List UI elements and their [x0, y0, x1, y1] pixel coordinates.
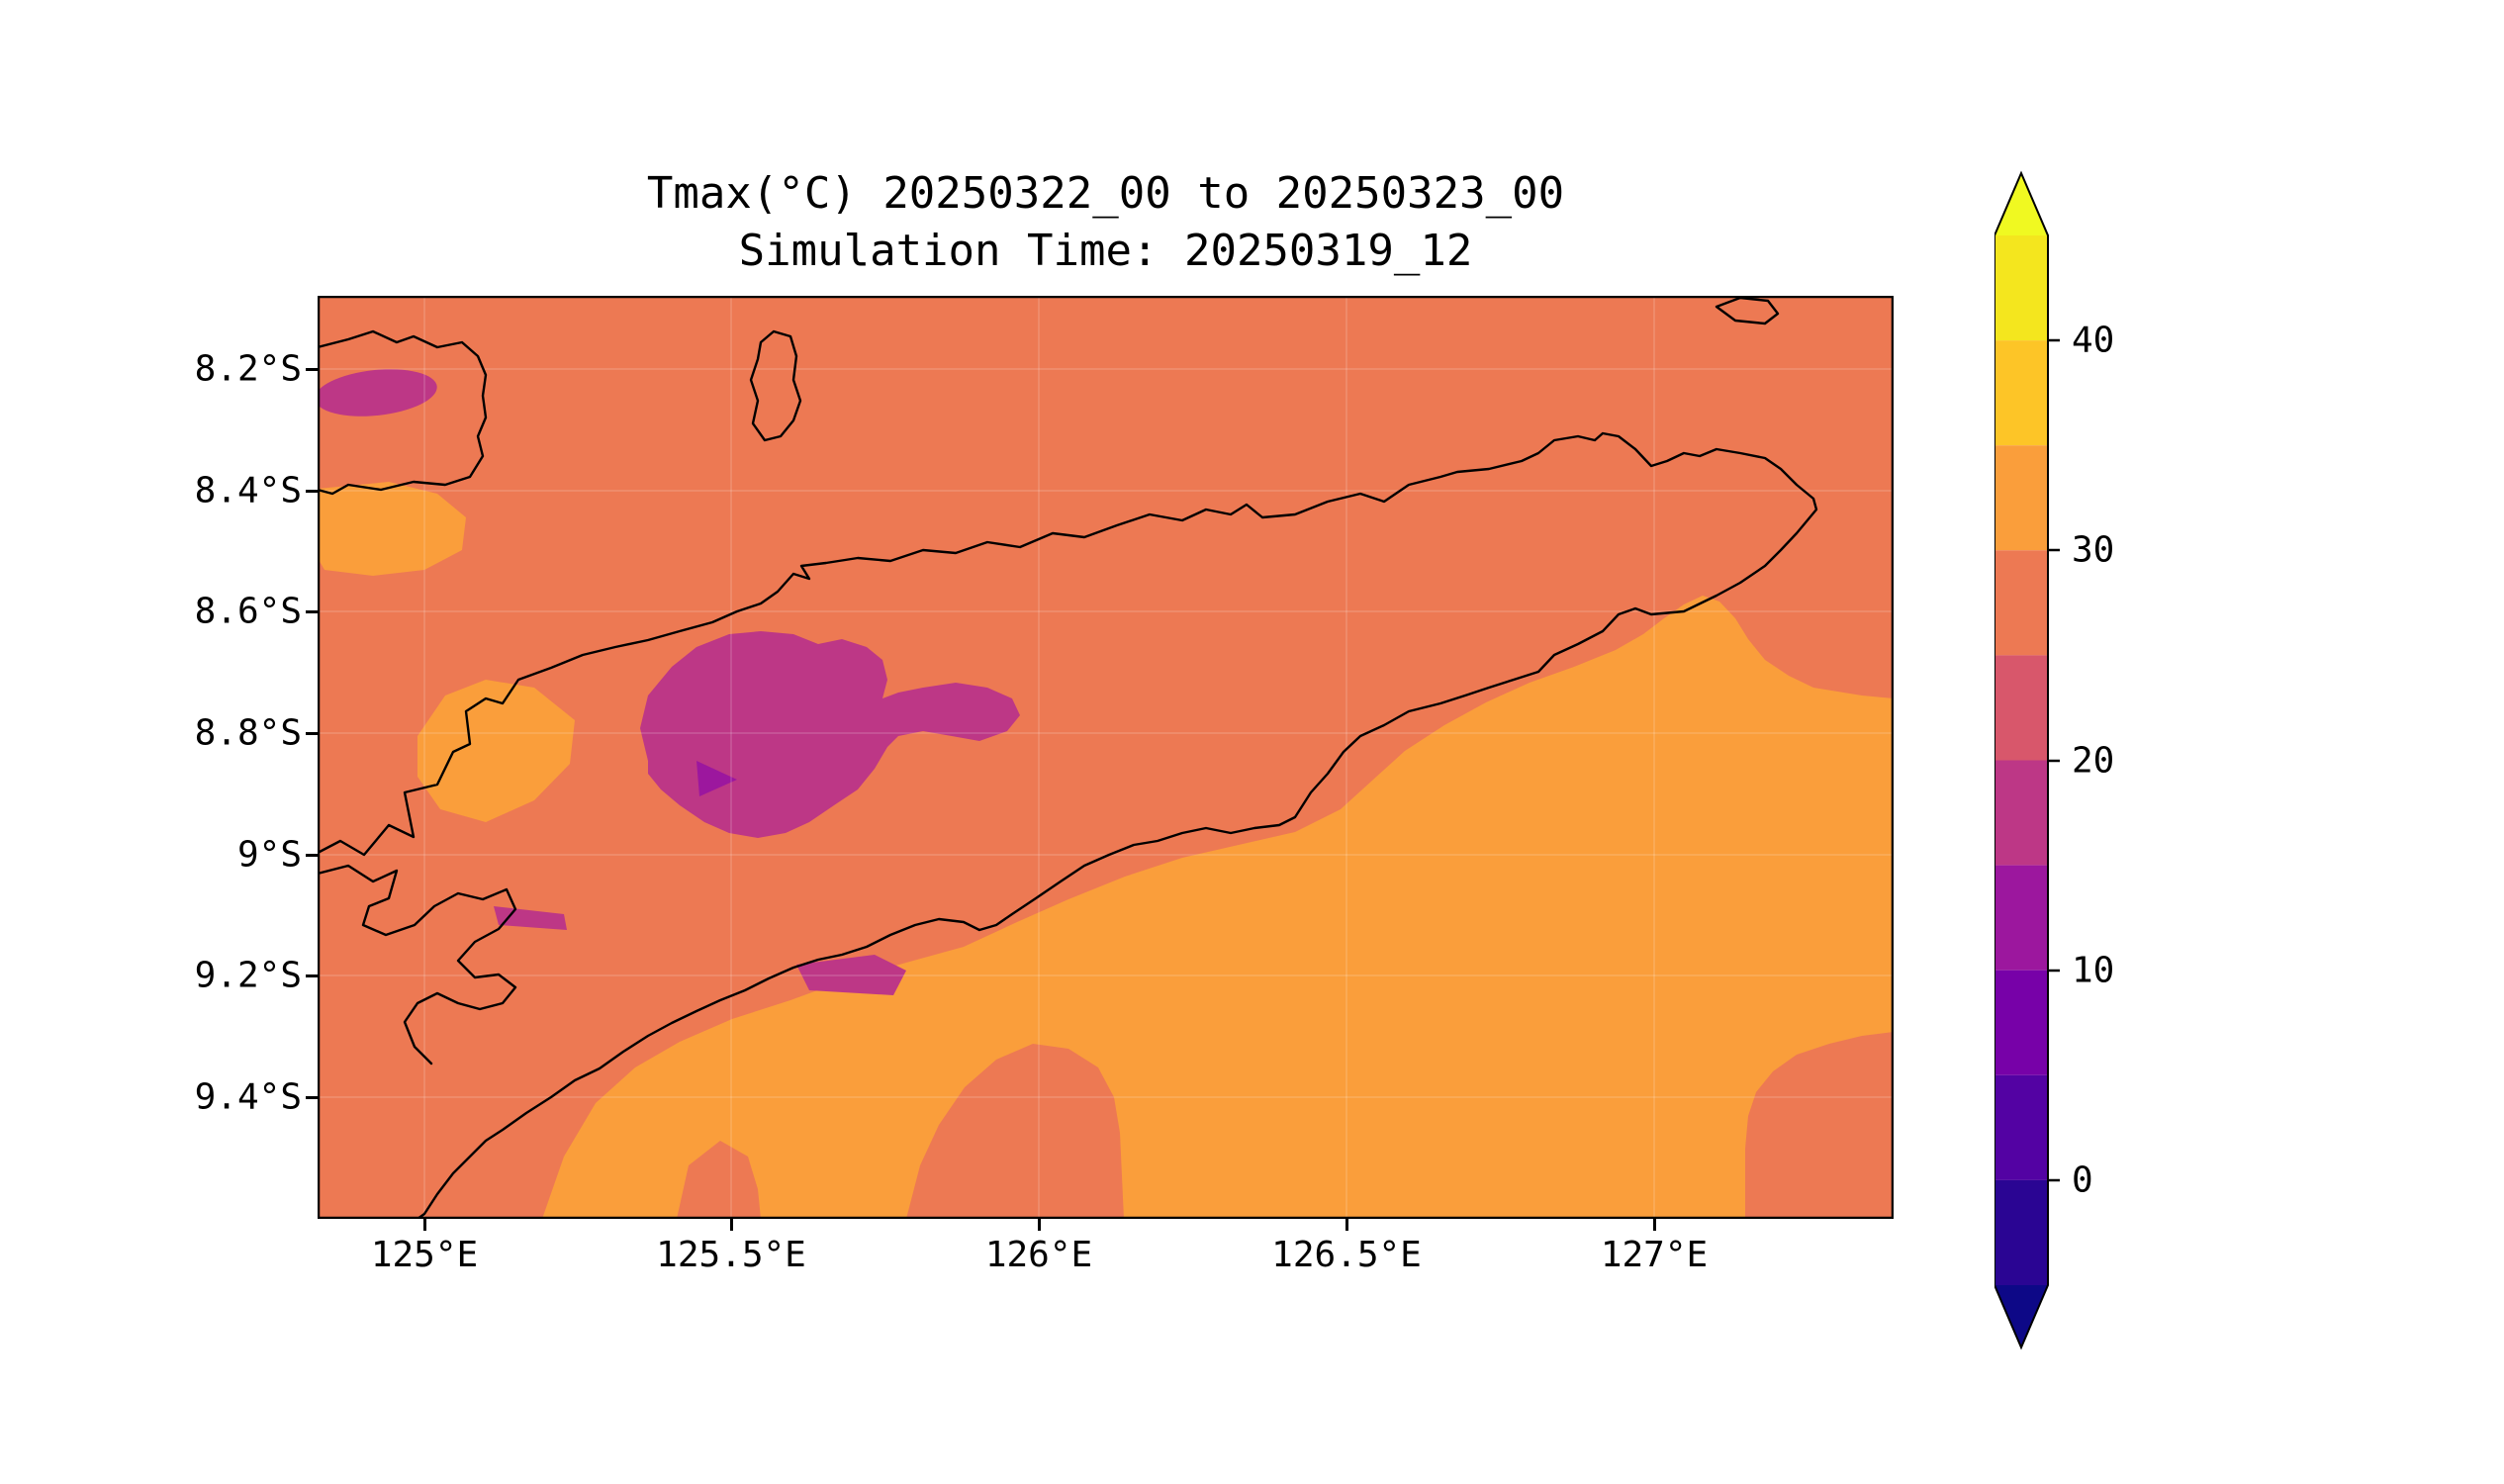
colorbar-band-40-45	[1994, 235, 2048, 341]
colorbar-band-15-20	[1994, 760, 2048, 866]
colorbar-band-35-40	[1994, 340, 2048, 446]
ytick-8-2s: 8.2°S	[194, 348, 302, 390]
field-base-intrusion-south-small	[677, 1141, 761, 1219]
field-warm-patch-nw-30-35	[318, 482, 466, 576]
colorbar-band-25-30	[1994, 550, 2048, 656]
field-base-intrusion-south	[906, 1044, 1124, 1219]
ytick-mark	[306, 610, 318, 613]
cbtick-40: 40	[2072, 320, 2115, 361]
plot-frame	[318, 296, 1894, 1219]
xtick-127e: 127°E	[1600, 1235, 1709, 1275]
field-cool-spot-nw-15-20	[318, 369, 437, 417]
cbtick-30: 30	[2072, 529, 2115, 571]
field-cool-core-15-20	[640, 631, 1020, 838]
xtick-125e: 125°E	[370, 1235, 479, 1275]
cbtick-0: 0	[2072, 1159, 2093, 1201]
xtick-126e: 126°E	[984, 1235, 1093, 1275]
ytick-mark	[306, 1096, 318, 1099]
colorbar	[1994, 170, 2060, 1350]
cbtick-20: 20	[2072, 740, 2115, 782]
colorbar-tick-marks	[2048, 338, 2060, 1182]
chart-title: Tmax(°C) 20250322_00 to 20250323_00	[646, 168, 1565, 219]
ytick-mark	[306, 974, 318, 977]
ytick-8-8s: 8.8°S	[194, 712, 302, 754]
colorbar-under-arrow	[1994, 1285, 2048, 1347]
map-plot	[318, 296, 1894, 1219]
colorbar-band-0-5	[1994, 1074, 2048, 1180]
ytick-9s: 9°S	[236, 834, 302, 876]
xtick-mark	[730, 1219, 733, 1231]
ytick-mark	[306, 368, 318, 371]
ytick-mark	[306, 732, 318, 735]
field-warm-belt-30-35	[542, 596, 1894, 1219]
colorbar-band-20-25	[1994, 655, 2048, 761]
coastline-timor-main	[318, 431, 1818, 1219]
ytick-9-2s: 9.2°S	[194, 955, 302, 996]
colorbar-band-10-15	[1994, 865, 2048, 971]
coastline-island-upper-left	[318, 329, 488, 496]
xtick-mark	[1345, 1219, 1348, 1231]
colorbar-over-arrow	[1994, 173, 2048, 235]
coastline-atauro-island	[749, 329, 802, 442]
colorbar-band-neg5-0	[1994, 1179, 2048, 1285]
colorbar-band-5-10	[1994, 970, 2048, 1075]
cbtick-10: 10	[2072, 950, 2115, 991]
colorbar-outline	[1994, 170, 2049, 1350]
coastline-west-timor-bays	[318, 864, 517, 1066]
ytick-mark	[306, 854, 318, 857]
xtick-mark	[1038, 1219, 1041, 1231]
colorbar-band-30-35	[1994, 445, 2048, 551]
field-warm-patch-west-30-35	[417, 680, 575, 822]
graticule	[318, 296, 1894, 1219]
xtick-mark	[1653, 1219, 1656, 1231]
ytick-8-4s: 8.4°S	[194, 470, 302, 511]
ytick-mark	[306, 490, 318, 493]
xtick-mark	[423, 1219, 426, 1231]
ytick-8-6s: 8.6°S	[194, 591, 302, 632]
ytick-9-4s: 9.4°S	[194, 1076, 302, 1118]
field-cool-sliver-south-15-20	[796, 955, 906, 995]
xtick-126-5e: 126.5°E	[1271, 1235, 1422, 1275]
xtick-125-5e: 125.5°E	[656, 1235, 806, 1275]
field-coldest-spot-10-15	[696, 761, 737, 796]
chart-subtitle: Simulation Time: 20250319_12	[738, 226, 1473, 276]
